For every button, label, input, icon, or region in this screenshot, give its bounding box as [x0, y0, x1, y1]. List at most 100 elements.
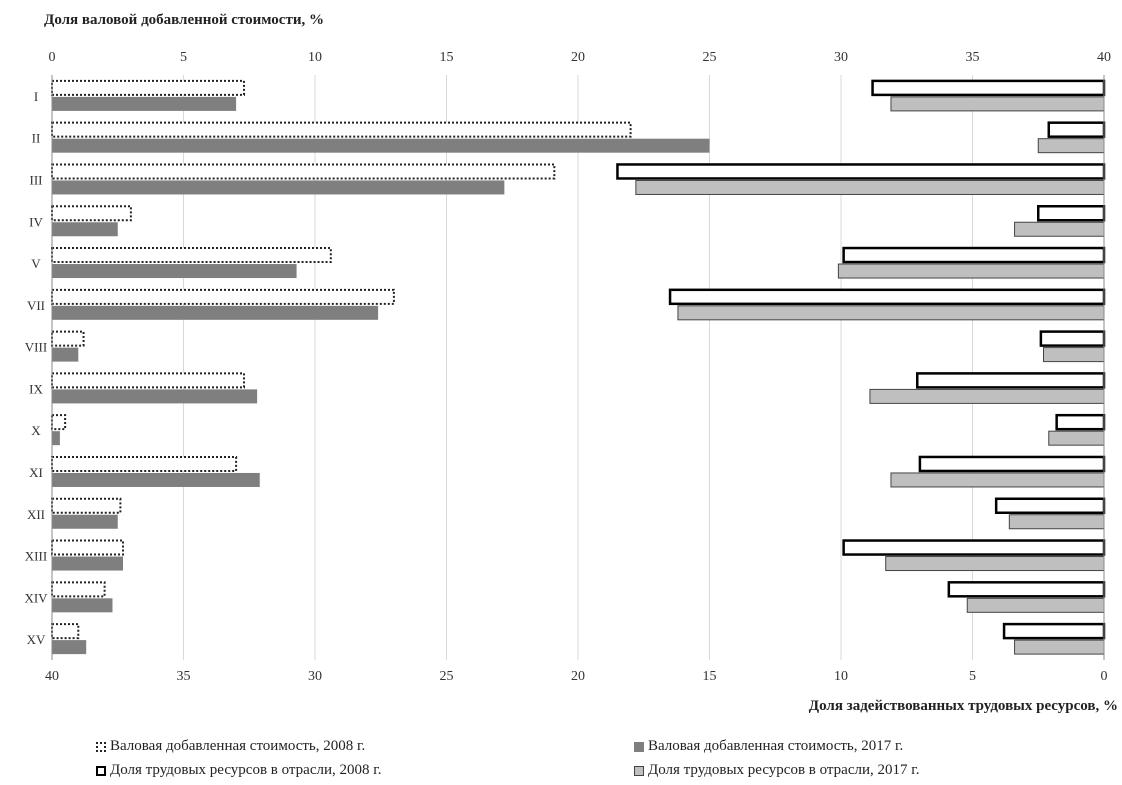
- bar-labor-2008: [668, 288, 1106, 306]
- bar-gva-2017: [52, 138, 710, 153]
- bar-gva-2008: [51, 455, 238, 472]
- top-axis-tick-label: 10: [308, 50, 322, 65]
- category-label: V: [31, 256, 41, 271]
- bar-labor-2008: [1037, 205, 1106, 222]
- bar-labor-2008: [1002, 622, 1106, 640]
- category-label: VII: [27, 298, 45, 313]
- bar-gva-2017: [52, 640, 87, 655]
- bar-gva-2008: [51, 497, 122, 514]
- bar-labor-2017: [1014, 221, 1105, 237]
- bar-gva-2017: [52, 305, 379, 320]
- legend-label-gva-2017: Валовая добавленная стоимость, 2017 г.: [648, 738, 904, 754]
- bar-gva-2017: [52, 514, 118, 529]
- legend-swatch-gva-2008: [96, 741, 106, 752]
- category-label: XV: [27, 632, 46, 647]
- bar-gva-2008: [51, 539, 125, 556]
- top-axis-tick-label: 20: [571, 50, 585, 65]
- category-label: XI: [29, 465, 43, 480]
- bar-gva-2008: [51, 163, 556, 180]
- legend-item-gva-2017: Валовая добавленная стоимость, 2017 г.: [634, 738, 903, 755]
- category-label: III: [30, 172, 43, 187]
- bar-labor-2017: [885, 556, 1105, 572]
- bottom-axis-tick-label: 15: [703, 669, 717, 684]
- bottom-axis-tick-label: 40: [45, 669, 59, 684]
- bottom-axis-tick-label: 0: [1101, 669, 1108, 684]
- legend-swatch-labor-2008: [96, 765, 106, 776]
- top-axis-tick-label: 40: [1097, 50, 1111, 65]
- legend-label-gva-2008: Валовая добавленная стоимость, 2008 г.: [110, 738, 366, 754]
- bar-labor-2017: [1043, 347, 1105, 363]
- bar-labor-2008: [842, 246, 1106, 264]
- bar-labor-2017: [890, 472, 1105, 488]
- bar-gva-2017: [52, 347, 79, 362]
- legend-item-labor-2008: Доля трудовых ресурсов в отрасли, 2008 г…: [96, 762, 381, 779]
- category-label: XIII: [25, 549, 47, 564]
- bar-gva-2017: [52, 598, 113, 613]
- bar-labor-2008: [1039, 330, 1106, 347]
- bar-gva-2017: [52, 264, 297, 279]
- category-label: XIV: [24, 590, 48, 605]
- bar-gva-2008: [51, 330, 85, 347]
- bar-labor-2017: [1014, 639, 1105, 655]
- category-label: VIII: [25, 340, 47, 355]
- legend-swatch-labor-2017: [634, 765, 644, 776]
- bar-gva-2008: [51, 205, 132, 222]
- bar-gva-2017: [52, 556, 124, 571]
- bar-labor-2008: [1055, 413, 1106, 431]
- bar-gva-2017: [52, 96, 237, 111]
- category-label: II: [32, 131, 41, 146]
- bar-gva-2008: [51, 247, 332, 264]
- bar-labor-2017: [1048, 430, 1105, 446]
- bar-labor-2017: [1008, 514, 1105, 530]
- bar-gva-2008: [51, 623, 80, 640]
- top-axis-tick-label: 15: [440, 50, 454, 65]
- top-axis-tick-label: 35: [966, 50, 980, 65]
- bottom-axis-tick-label: 25: [440, 669, 454, 684]
- category-label: XII: [27, 507, 45, 522]
- bar-gva-2017: [52, 180, 505, 195]
- bar-labor-2017: [635, 179, 1105, 195]
- category-label: X: [31, 423, 41, 438]
- category-label: IX: [29, 381, 43, 396]
- bottom-axis-tick-label: 20: [571, 669, 585, 684]
- top-axis-tick-label: 0: [49, 50, 56, 65]
- category-label: IV: [29, 214, 43, 229]
- bar-gva-2017: [52, 472, 260, 487]
- bottom-axis-tick-label: 35: [177, 669, 191, 684]
- bar-gva-2008: [51, 414, 67, 431]
- top-axis-tick-label: 5: [180, 50, 187, 65]
- bar-labor-2008: [871, 79, 1106, 97]
- bottom-axis-tick-label: 5: [969, 669, 976, 684]
- bar-gva-2017: [52, 431, 60, 446]
- bar-labor-2017: [677, 305, 1105, 321]
- category-label: I: [34, 89, 38, 104]
- bar-labor-2008: [916, 372, 1106, 389]
- legend-item-labor-2017: Доля трудовых ресурсов в отрасли, 2017 г…: [634, 762, 919, 779]
- bar-gva-2017: [52, 222, 118, 237]
- bottom-axis-title: Доля задействованных трудовых ресурсов, …: [809, 698, 1118, 714]
- bar-labor-2008: [842, 539, 1106, 556]
- bar-gva-2008: [51, 121, 632, 138]
- bar-labor-2017: [869, 388, 1105, 404]
- bar-gva-2008: [51, 581, 106, 598]
- bar-labor-2008: [1047, 121, 1106, 138]
- top-axis-tick-label: 25: [703, 50, 717, 65]
- bar-gva-2008: [51, 79, 245, 96]
- bar-labor-2017: [837, 263, 1105, 279]
- legend-swatch-gva-2017: [634, 741, 644, 752]
- legend-item-gva-2008: Валовая добавленная стоимость, 2008 г.: [96, 738, 365, 755]
- top-axis-title: Доля валовой добавленной стоимости, %: [44, 12, 324, 28]
- bar-labor-2008: [947, 581, 1106, 598]
- bar-labor-2017: [966, 597, 1105, 613]
- bar-gva-2008: [51, 288, 395, 305]
- legend-label-labor-2017: Доля трудовых ресурсов в отрасли, 2017 г…: [648, 762, 920, 778]
- bar-labor-2008: [918, 455, 1106, 473]
- bar-labor-2008: [994, 497, 1106, 514]
- bottom-axis-tick-label: 30: [308, 669, 322, 684]
- bar-labor-2017: [890, 96, 1105, 112]
- bar-gva-2017: [52, 389, 258, 404]
- top-axis-tick-label: 30: [834, 50, 848, 65]
- bottom-axis-tick-label: 10: [834, 669, 848, 684]
- bar-labor-2017: [1037, 138, 1105, 154]
